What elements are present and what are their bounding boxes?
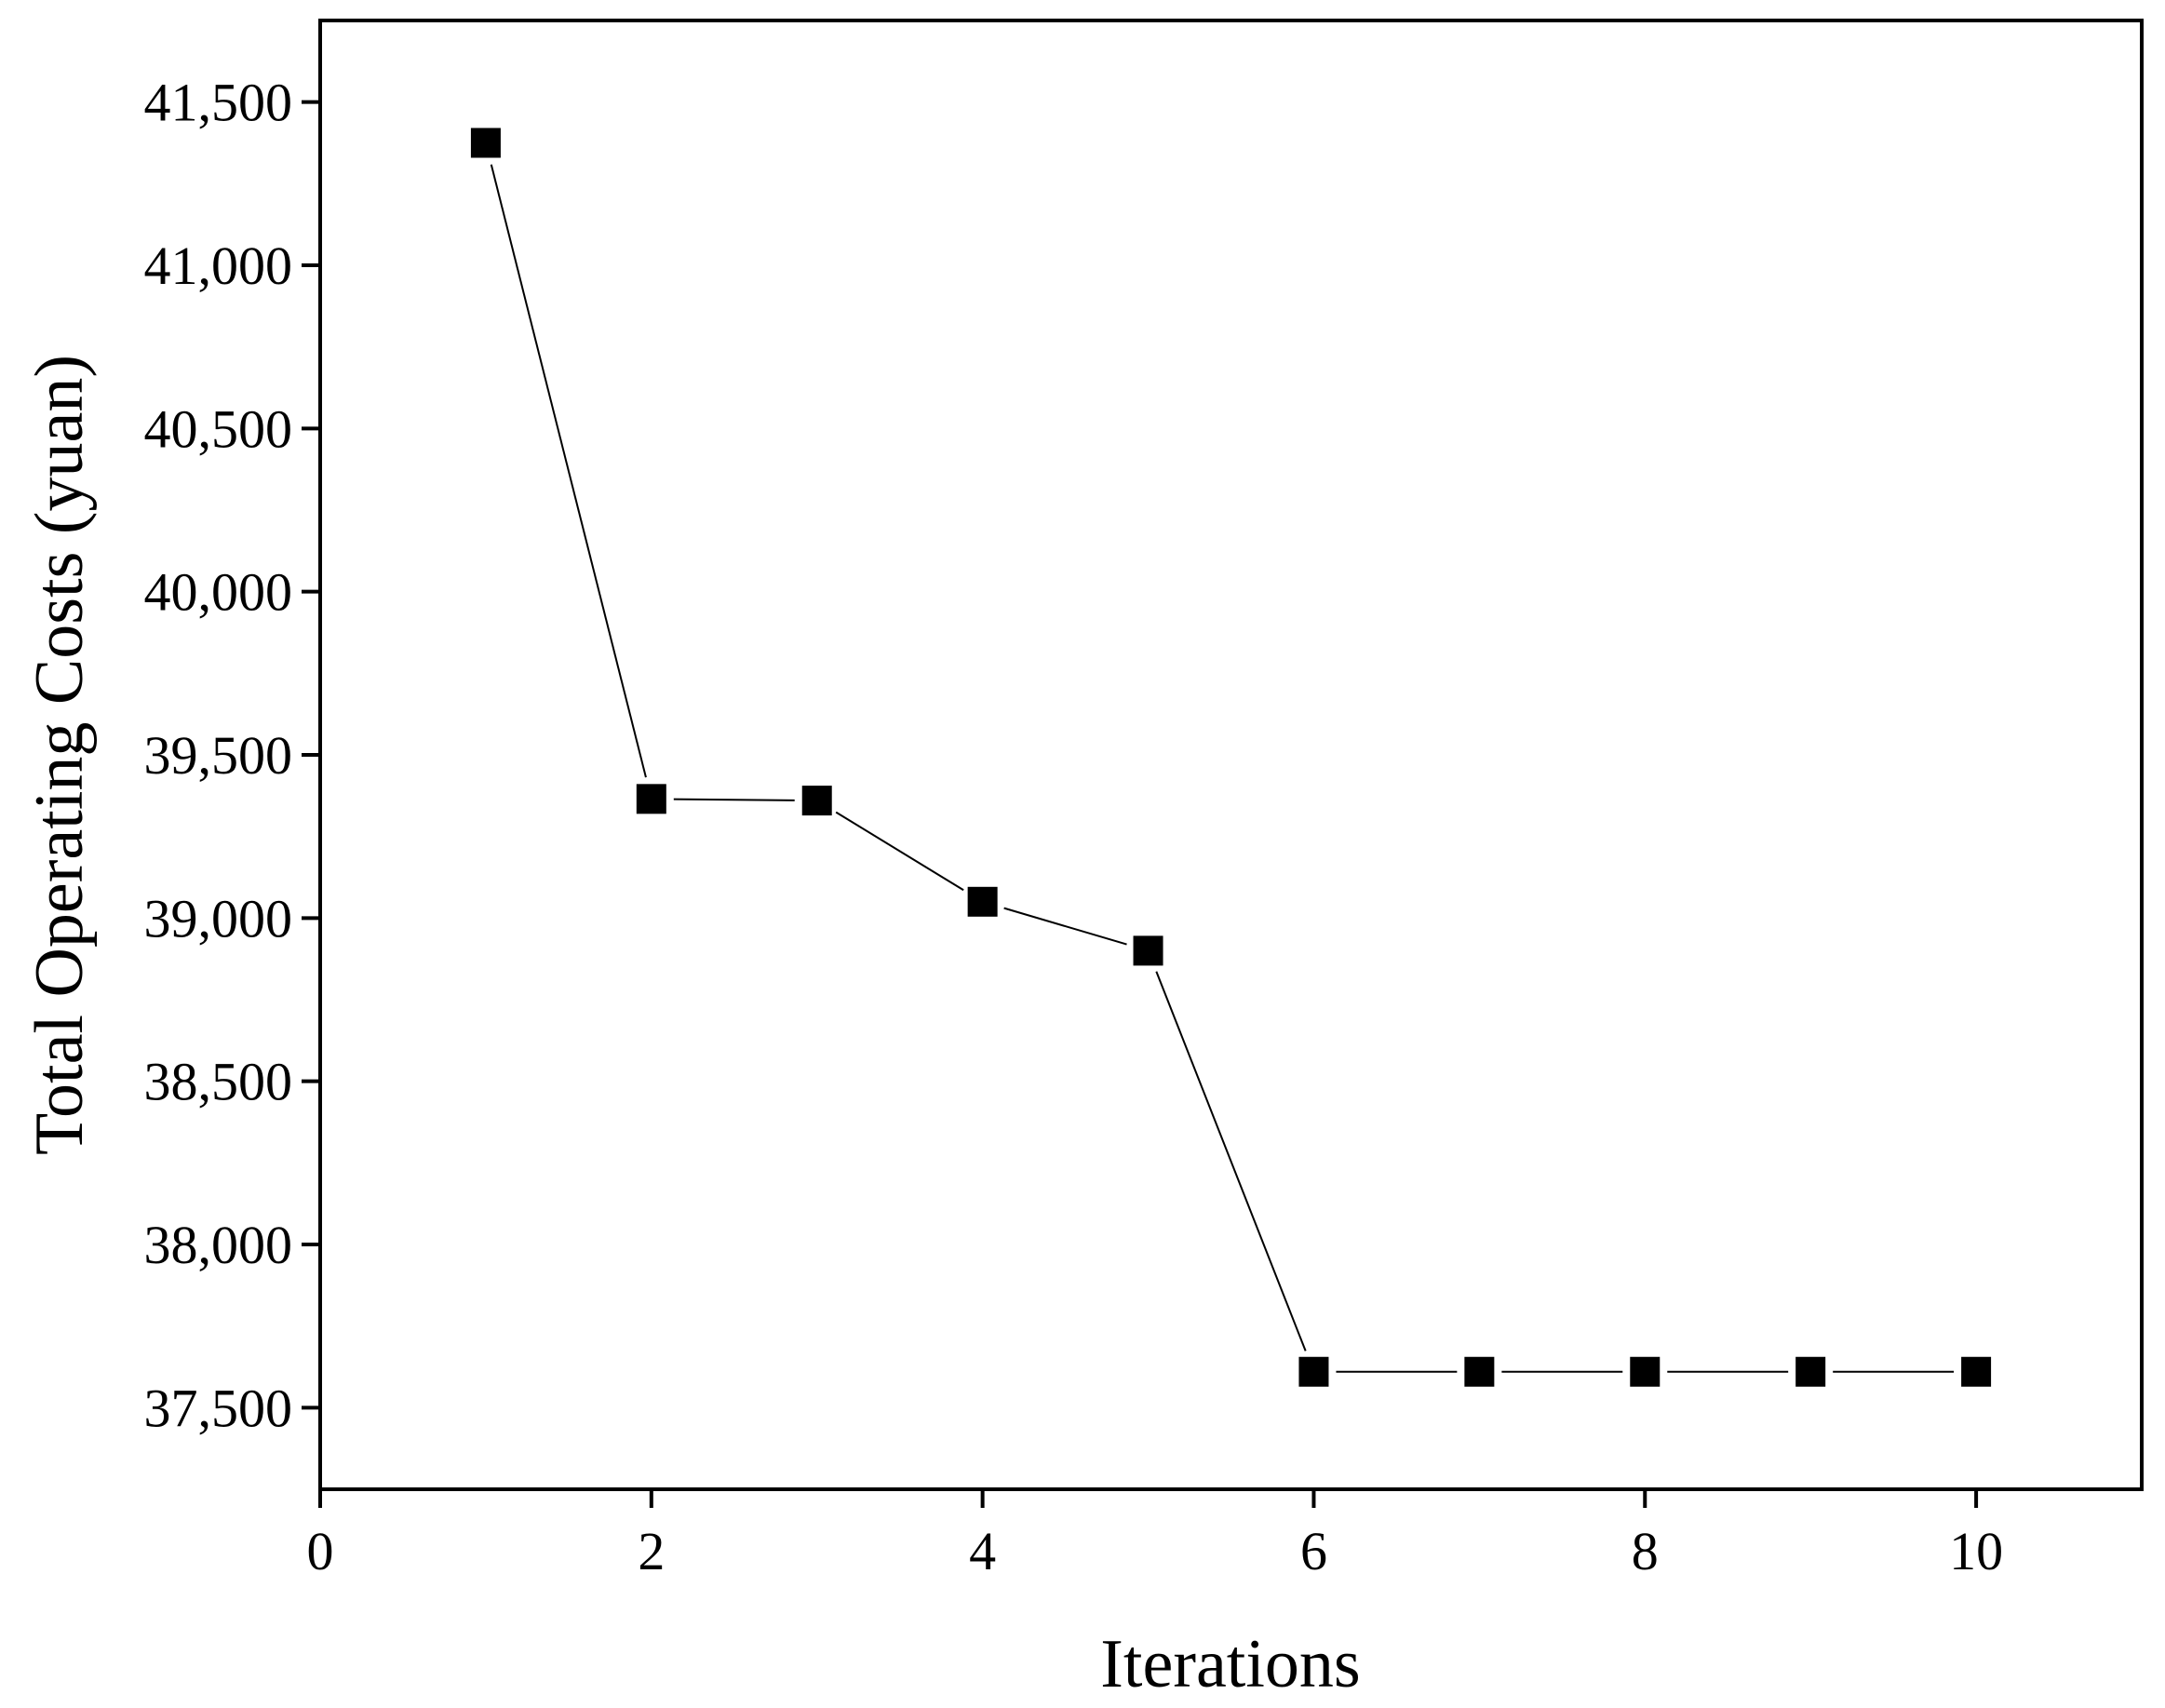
series-line-segment xyxy=(1155,971,1307,1352)
x-axis-title: Iterations xyxy=(1100,1626,1360,1702)
y-tick-label: 39,000 xyxy=(144,888,293,948)
y-tick-label: 39,500 xyxy=(144,725,293,786)
y-tick-label: 37,500 xyxy=(144,1378,293,1438)
plot-frame xyxy=(318,19,2144,1491)
y-tick-label: 38,500 xyxy=(144,1052,293,1112)
x-axis-ticks: 0 2 4 6 8 10 xyxy=(307,1489,2003,1581)
y-axis-title: Total Operating Costs (yuan) xyxy=(21,355,98,1155)
data-point-marker xyxy=(470,128,501,158)
series-line-segment xyxy=(490,164,647,778)
x-tick-label: 4 xyxy=(969,1521,996,1581)
y-axis-ticks: 37,500 38,000 38,500 39,000 39,500 40,000 40,5… xyxy=(144,73,320,1438)
y-tick-label: 41,500 xyxy=(144,73,293,133)
data-point-marker xyxy=(1133,935,1163,966)
data-point-marker xyxy=(1298,1356,1329,1387)
data-point-marker xyxy=(801,786,832,816)
data-point-marker xyxy=(1961,1356,1992,1387)
x-tick-label: 10 xyxy=(1949,1521,2003,1581)
data-point-marker xyxy=(636,784,666,814)
x-tick-label: 8 xyxy=(1632,1521,1659,1581)
x-tick-label: 6 xyxy=(1300,1521,1327,1581)
data-point-marker xyxy=(1795,1356,1826,1387)
data-point-marker xyxy=(1464,1356,1495,1387)
y-tick-label: 40,500 xyxy=(144,398,293,459)
series-markers xyxy=(470,128,1992,1387)
series-lines xyxy=(490,164,1955,1373)
x-tick-label: 2 xyxy=(638,1521,665,1581)
y-tick-label: 38,000 xyxy=(144,1215,293,1275)
x-tick-label: 0 xyxy=(307,1521,334,1581)
y-tick-label: 40,000 xyxy=(144,562,293,623)
series-line-segment xyxy=(835,811,964,892)
data-point-marker xyxy=(1630,1356,1661,1387)
data-point-marker xyxy=(967,886,998,917)
y-tick-label: 41,000 xyxy=(144,235,293,296)
series-line-segment xyxy=(1003,907,1127,946)
